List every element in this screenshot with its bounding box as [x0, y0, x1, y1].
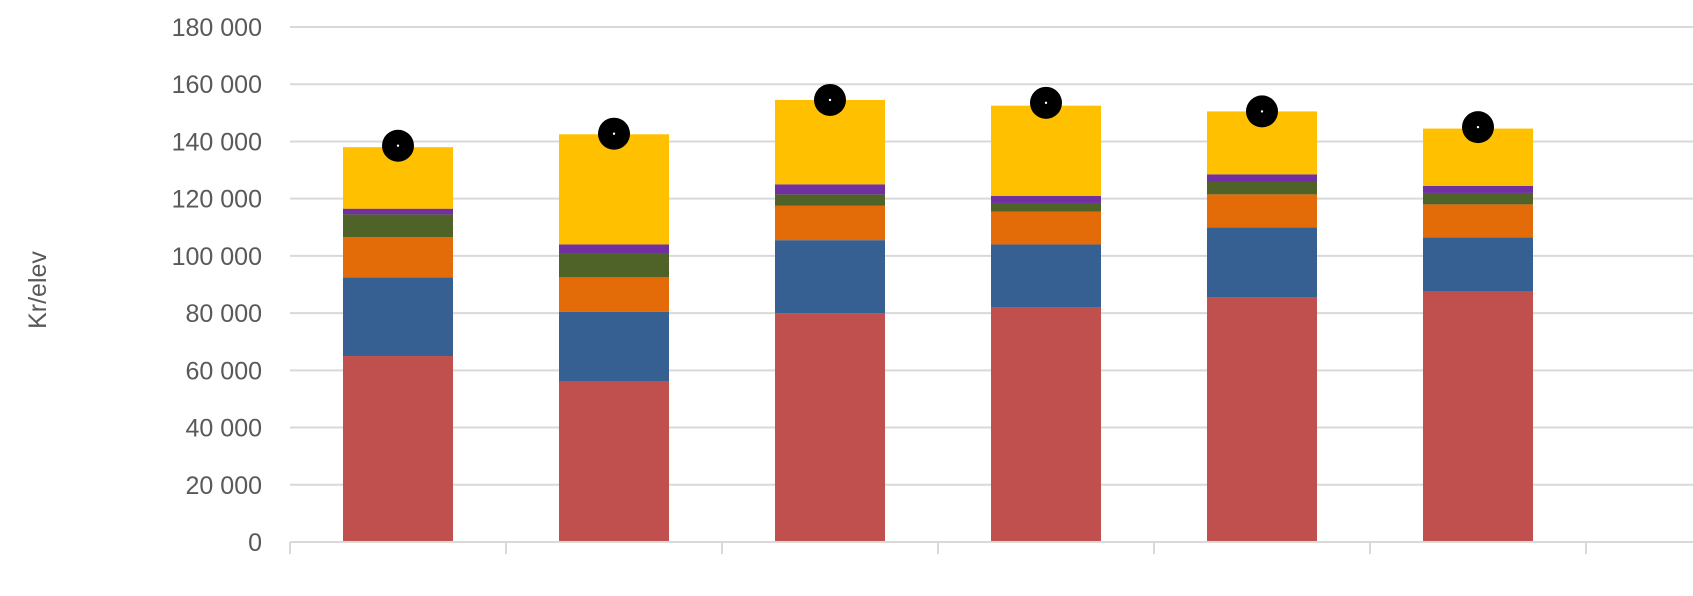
bar-segment [775, 194, 885, 206]
y-tick-label: 60 000 [186, 357, 262, 385]
bar-segment [991, 244, 1101, 308]
x-axis [289, 541, 1693, 554]
bar-segment [343, 208, 453, 215]
bar-segment [559, 244, 669, 254]
bar-segment [991, 211, 1101, 245]
bar-segment [559, 311, 669, 382]
bar-segment [1207, 194, 1317, 228]
y-axis-ticks: 0 20 000 40 000 60 000 80 000 100 000 120 000 1… [172, 14, 262, 557]
bar-segment [1207, 181, 1317, 195]
bar-segment [775, 184, 885, 195]
bar-segment [559, 277, 669, 312]
total-marker-center [1260, 110, 1264, 113]
bar-segment [1423, 185, 1533, 193]
total-marker-center [828, 98, 832, 102]
bar-segment [559, 381, 669, 542]
bar-segment [1207, 227, 1317, 298]
bar-segment [1207, 297, 1317, 542]
bar-segment [1207, 174, 1317, 182]
bar-segment [343, 214, 453, 238]
bar-segment [343, 237, 453, 278]
bars [343, 99, 1533, 542]
total-markers [382, 83, 1494, 162]
bar-segment [1423, 192, 1533, 205]
y-tick-label: 160 000 [172, 71, 262, 99]
bar-segment [991, 307, 1101, 542]
y-tick-label: 20 000 [186, 472, 262, 500]
y-tick-label: 0 [248, 529, 262, 557]
bar-segment [343, 356, 453, 542]
total-marker-center [1044, 101, 1048, 105]
y-tick-label: 80 000 [186, 300, 262, 328]
bar-segment [559, 134, 669, 245]
y-tick-label: 180 000 [172, 14, 262, 42]
bar-segment [775, 205, 885, 241]
y-axis-label: Kr/elev [24, 251, 52, 329]
bar-segment [559, 253, 669, 278]
bar-segment [991, 202, 1101, 212]
bar-segment [1423, 204, 1533, 238]
y-tick-label: 140 000 [172, 128, 262, 156]
bar-segment [1423, 291, 1533, 542]
bar-segment [343, 277, 453, 357]
bar-segment [775, 240, 885, 314]
total-marker-center [1476, 125, 1480, 129]
y-tick-label: 40 000 [186, 415, 262, 443]
y-tick-label: 100 000 [172, 243, 262, 271]
bar-segment [775, 313, 885, 542]
bar-segment [1423, 237, 1533, 292]
bar-segment [991, 195, 1101, 203]
total-marker-center [396, 144, 400, 147]
total-marker-center [612, 132, 616, 135]
y-tick-label: 120 000 [172, 186, 262, 214]
bar-segment [991, 105, 1101, 196]
